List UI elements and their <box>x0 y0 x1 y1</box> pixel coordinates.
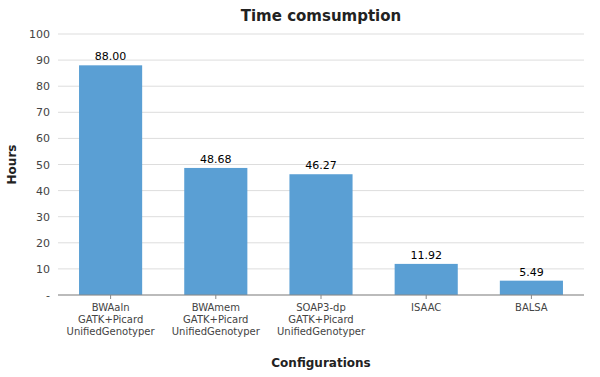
bar <box>395 264 458 295</box>
x-tick-label-line: GATK+Picard <box>78 314 143 325</box>
x-tick-label-line: SOAP3-dp <box>296 302 346 313</box>
title: Time comsumption <box>241 7 402 25</box>
y-axis-label: Hours <box>5 145 19 185</box>
y-tick-label: 10 <box>36 263 50 276</box>
y-tick-label: 80 <box>36 80 50 93</box>
bar <box>500 281 563 295</box>
data-label: 11.92 <box>410 249 442 262</box>
x-tick-label-line: BWAmem <box>192 302 240 313</box>
x-tick-label-line: UnifiedGenotyper <box>277 326 366 337</box>
x-tick-label: BWAalnGATK+PicardUnifiedGenotyper <box>67 302 156 337</box>
x-tick-label-line: GATK+Picard <box>183 314 248 325</box>
x-tick-label: BWAmemGATK+PicardUnifiedGenotyper <box>172 302 261 337</box>
x-tick <box>531 295 532 299</box>
y-tick-label: 100 <box>29 28 50 41</box>
x-tick-label: SOAP3-dpGATK+PicardUnifiedGenotyper <box>277 302 366 337</box>
y-tick-label: 90 <box>36 54 50 67</box>
y-tick-label: 50 <box>36 159 50 172</box>
y-tick-label: 40 <box>36 185 50 198</box>
data-label: 5.49 <box>519 266 544 279</box>
x-tick-label-line: UnifiedGenotyper <box>172 326 261 337</box>
y-tick-label: - <box>46 289 50 302</box>
x-tick-label-line: ISAAC <box>411 302 441 313</box>
x-tick <box>321 295 322 299</box>
x-tick-label-line: GATK+Picard <box>288 314 353 325</box>
x-axis-label: Configurations <box>271 356 370 370</box>
y-tick-label: 30 <box>36 211 50 224</box>
x-tick-label-line: BWAaln <box>92 302 130 313</box>
x-tick-label: ISAAC <box>411 302 441 313</box>
x-tick-label-line: UnifiedGenotyper <box>67 326 156 337</box>
data-label: 46.27 <box>305 159 337 172</box>
x-tick <box>215 295 216 299</box>
y-tick-label: 60 <box>36 132 50 145</box>
grid-line <box>58 34 584 35</box>
bar <box>289 174 352 295</box>
bar <box>79 65 142 295</box>
y-tick-label: 70 <box>36 106 50 119</box>
x-tick-label-line: BALSA <box>515 302 548 313</box>
x-tick <box>426 295 427 299</box>
x-tick-label: BALSA <box>515 302 548 313</box>
chart: - 10 20 30 40 50 60 70 80 90 100 88.00 48.68 46.27 11.… <box>0 0 600 377</box>
bar <box>184 168 247 295</box>
data-label: 48.68 <box>200 153 232 166</box>
x-tick <box>110 295 111 299</box>
data-label: 88.00 <box>95 50 127 63</box>
y-tick-label: 20 <box>36 237 50 250</box>
bars <box>79 65 563 295</box>
grid-line <box>58 60 584 61</box>
